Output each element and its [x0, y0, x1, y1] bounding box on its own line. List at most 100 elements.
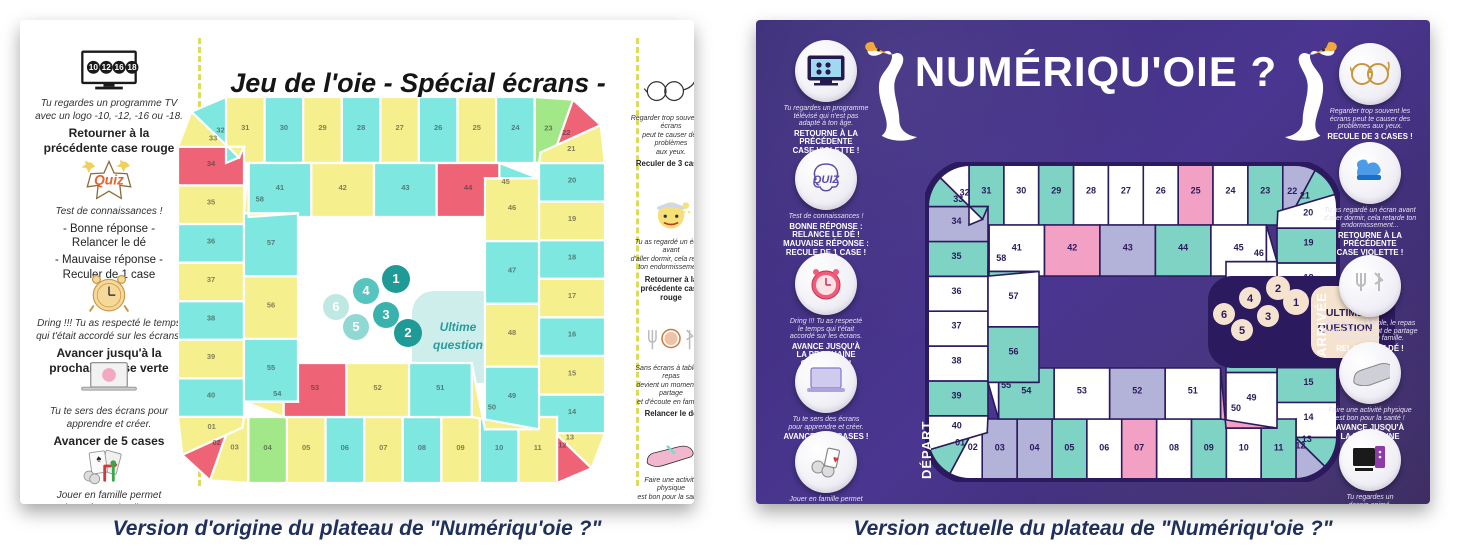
svg-text:32: 32	[216, 125, 224, 134]
svg-text:58: 58	[256, 195, 264, 204]
svg-text:51: 51	[436, 383, 444, 392]
svg-text:16: 16	[568, 330, 576, 339]
svg-text:11: 11	[534, 443, 542, 452]
svg-text:53: 53	[311, 383, 319, 392]
svg-text:49: 49	[1246, 392, 1256, 402]
svg-text:53: 53	[1077, 386, 1087, 396]
svg-text:07: 07	[379, 443, 387, 452]
svg-text:52: 52	[1132, 386, 1142, 396]
svg-text:39: 39	[207, 352, 215, 361]
svg-text:10: 10	[1239, 443, 1249, 453]
svg-text:01: 01	[955, 437, 965, 447]
svg-text:44: 44	[464, 183, 473, 192]
svg-text:38: 38	[951, 356, 961, 366]
svg-text:56: 56	[267, 301, 275, 310]
svg-text:52: 52	[373, 383, 381, 392]
svg-text:31: 31	[241, 123, 249, 132]
svg-text:08: 08	[1169, 443, 1179, 453]
svg-text:19: 19	[568, 214, 576, 223]
svg-text:35: 35	[951, 251, 961, 261]
svg-text:54: 54	[273, 389, 282, 398]
svg-text:55: 55	[1001, 380, 1011, 390]
svg-text:24: 24	[511, 123, 520, 132]
svg-text:17: 17	[568, 291, 576, 300]
svg-text:24: 24	[1225, 186, 1235, 196]
svg-text:4: 4	[1247, 293, 1254, 305]
svg-text:QUIZ: QUIZ	[813, 174, 841, 186]
svg-text:29: 29	[318, 123, 326, 132]
svg-text:43: 43	[1123, 243, 1133, 253]
svg-text:40: 40	[952, 421, 962, 431]
svg-text:37: 37	[951, 321, 961, 331]
svg-text:12: 12	[558, 441, 566, 450]
svg-text:41: 41	[276, 183, 284, 192]
svg-text:42: 42	[339, 183, 347, 192]
svg-text:18: 18	[127, 63, 137, 72]
svg-text:45: 45	[1234, 243, 1244, 253]
svg-text:39: 39	[951, 390, 961, 400]
svg-text:36: 36	[951, 286, 961, 296]
svg-text:21: 21	[567, 144, 575, 153]
svg-text:14: 14	[568, 407, 577, 416]
svg-text:22: 22	[562, 128, 570, 137]
svg-text:56: 56	[1008, 347, 1018, 357]
svg-text:34: 34	[207, 159, 216, 168]
svg-text:36: 36	[207, 236, 215, 245]
svg-text:43: 43	[401, 183, 409, 192]
svg-text:08: 08	[418, 443, 426, 452]
svg-text:57: 57	[267, 238, 275, 247]
svg-text:18: 18	[568, 253, 576, 262]
svg-text:31: 31	[981, 186, 991, 196]
svg-text:2: 2	[1275, 283, 1281, 295]
svg-text:42: 42	[1067, 243, 1077, 253]
svg-text:12: 12	[1295, 441, 1305, 451]
svg-text:25: 25	[473, 123, 481, 132]
svg-text:50: 50	[1231, 403, 1241, 413]
svg-text:30: 30	[1016, 186, 1026, 196]
svg-text:48: 48	[508, 328, 516, 337]
svg-text:26: 26	[1156, 186, 1166, 196]
svg-text:30: 30	[280, 123, 288, 132]
svg-text:37: 37	[207, 275, 215, 284]
svg-text:57: 57	[1008, 291, 1018, 301]
svg-text:06: 06	[1099, 443, 1109, 453]
svg-text:46: 46	[1254, 248, 1264, 258]
svg-text:46: 46	[508, 203, 516, 212]
svg-text:6: 6	[1221, 309, 1227, 321]
svg-text:09: 09	[1204, 443, 1214, 453]
svg-text:Quiz: Quiz	[94, 173, 124, 188]
svg-text:16: 16	[115, 63, 125, 72]
svg-text:58: 58	[996, 253, 1006, 263]
svg-text:10: 10	[89, 63, 99, 72]
svg-text:22: 22	[1287, 186, 1297, 196]
svg-text:04: 04	[1029, 443, 1039, 453]
svg-text:27: 27	[396, 123, 404, 132]
svg-text:35: 35	[207, 198, 215, 207]
svg-text:32: 32	[960, 187, 970, 197]
svg-text:45: 45	[502, 177, 510, 186]
svg-text:12: 12	[102, 63, 112, 72]
svg-text:49: 49	[508, 391, 516, 400]
svg-text:11: 11	[1274, 443, 1284, 453]
svg-text:40: 40	[207, 391, 215, 400]
svg-text:03: 03	[230, 443, 238, 452]
svg-text:29: 29	[1051, 186, 1061, 196]
svg-text:55: 55	[267, 363, 275, 372]
svg-text:10: 10	[495, 443, 503, 452]
svg-text:51: 51	[1188, 386, 1198, 396]
svg-text:44: 44	[1178, 243, 1188, 253]
svg-text:13: 13	[566, 432, 574, 441]
svg-text:3: 3	[1265, 311, 1271, 323]
svg-text:1: 1	[1293, 297, 1299, 309]
svg-text:47: 47	[508, 266, 516, 275]
svg-text:28: 28	[1086, 186, 1096, 196]
svg-text:27: 27	[1121, 186, 1131, 196]
svg-text:33: 33	[209, 134, 217, 143]
svg-text:15: 15	[568, 368, 576, 377]
svg-text:09: 09	[456, 443, 464, 452]
svg-text:05: 05	[302, 443, 310, 452]
svg-text:06: 06	[341, 443, 349, 452]
svg-text:50: 50	[488, 403, 496, 412]
svg-text:23: 23	[1260, 186, 1270, 196]
svg-text:20: 20	[568, 175, 576, 184]
